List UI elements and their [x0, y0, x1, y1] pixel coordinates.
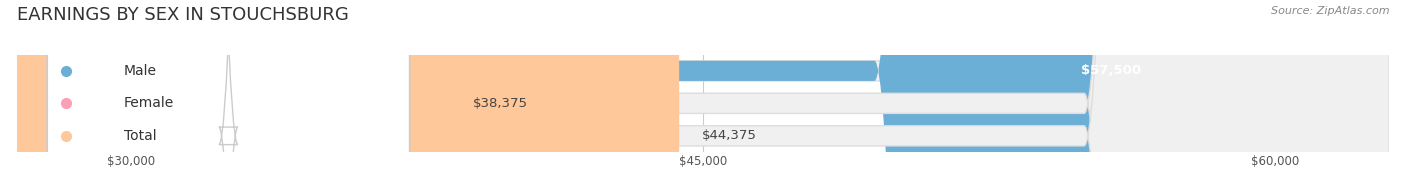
- FancyBboxPatch shape: [17, 0, 450, 195]
- FancyBboxPatch shape: [17, 0, 1180, 195]
- Text: Source: ZipAtlas.com: Source: ZipAtlas.com: [1271, 6, 1389, 16]
- Text: $44,375: $44,375: [702, 129, 756, 142]
- FancyBboxPatch shape: [17, 0, 1389, 195]
- Text: $57,500: $57,500: [1081, 64, 1142, 77]
- FancyBboxPatch shape: [48, 0, 409, 195]
- Text: Total: Total: [124, 129, 156, 143]
- Text: $38,375: $38,375: [474, 97, 529, 110]
- FancyBboxPatch shape: [48, 0, 409, 195]
- Text: Male: Male: [124, 64, 156, 78]
- FancyBboxPatch shape: [48, 0, 409, 195]
- Text: EARNINGS BY SEX IN STOUCHSBURG: EARNINGS BY SEX IN STOUCHSBURG: [17, 6, 349, 24]
- FancyBboxPatch shape: [17, 0, 1389, 195]
- FancyBboxPatch shape: [17, 0, 1389, 195]
- Text: Female: Female: [124, 96, 174, 110]
- FancyBboxPatch shape: [17, 0, 679, 195]
